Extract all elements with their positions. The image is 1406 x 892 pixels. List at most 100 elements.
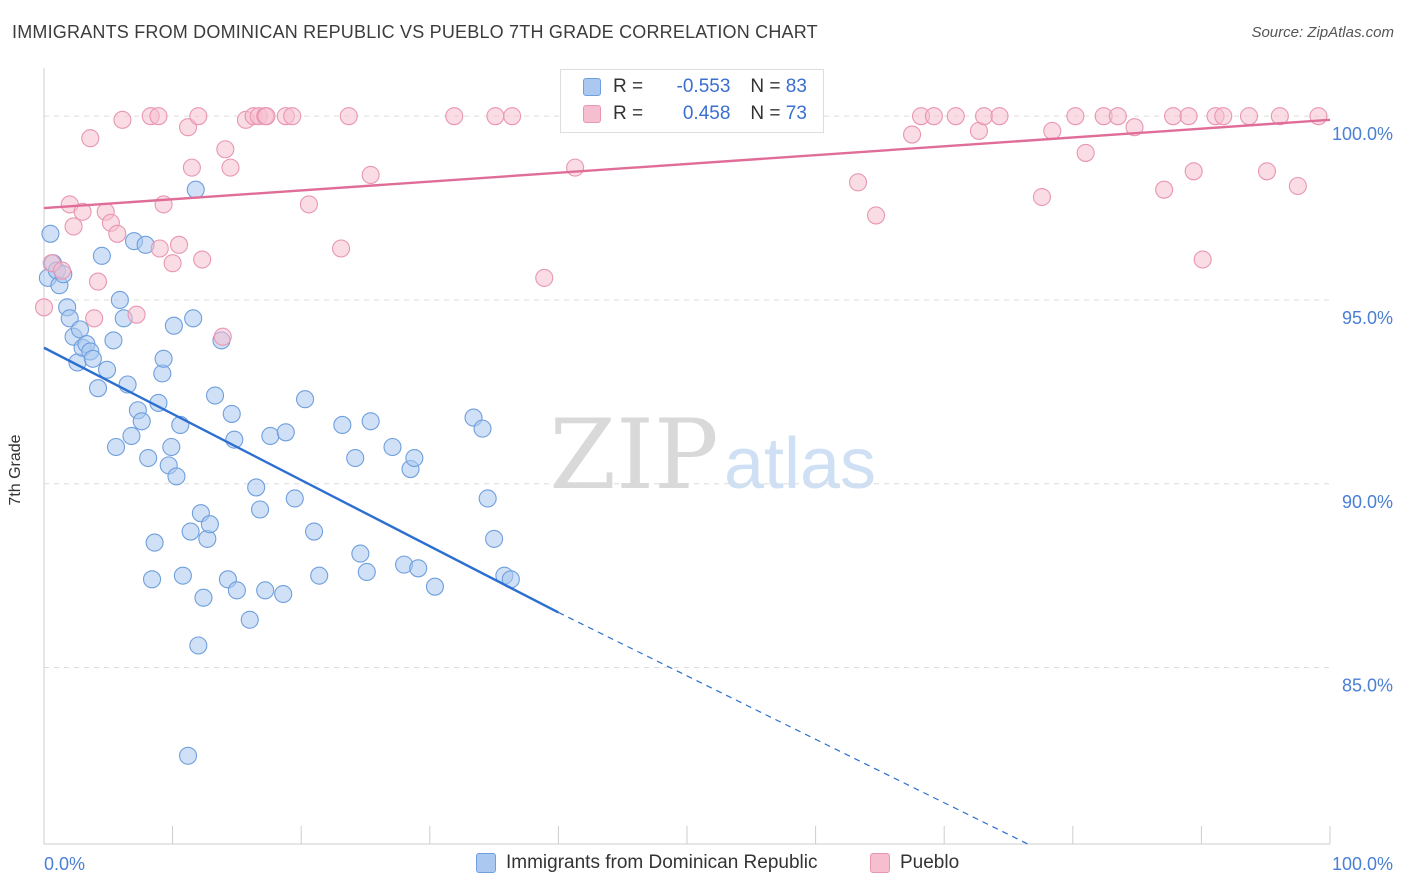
dominican-point xyxy=(310,566,329,585)
dominican-point xyxy=(41,224,60,243)
dominican-point xyxy=(104,331,123,350)
r-value: -0.553 xyxy=(676,76,731,97)
dominican-point xyxy=(478,489,497,508)
pueblo-point xyxy=(1184,162,1203,181)
pueblo-point xyxy=(52,261,72,280)
dominican-point xyxy=(110,290,129,310)
pueblo-point xyxy=(213,327,232,346)
pueblo-point xyxy=(1214,107,1233,126)
dominican-point xyxy=(145,533,164,552)
pueblo-point xyxy=(163,254,182,273)
pueblo-point xyxy=(88,272,108,291)
pueblo-point xyxy=(1270,107,1289,126)
dominican-point xyxy=(346,448,365,468)
pueblo-point xyxy=(182,158,201,177)
pueblo-point xyxy=(848,173,868,192)
stats-row-pink: R = 0.458 N = 73 xyxy=(583,101,807,127)
x-tick-label: 100.0% xyxy=(1332,854,1393,874)
pueblo-point xyxy=(216,140,235,159)
pueblo-point xyxy=(73,202,92,221)
pueblo-point xyxy=(1076,143,1095,162)
dominican-point xyxy=(60,309,79,328)
dominican-point xyxy=(305,522,324,541)
dominican-point xyxy=(261,426,280,446)
dominican-point xyxy=(473,419,492,438)
dominican-point xyxy=(227,581,246,600)
pueblo-point xyxy=(332,239,351,258)
pueblo-point xyxy=(299,195,318,214)
pink-swatch xyxy=(583,105,601,123)
dominican-point xyxy=(205,386,225,405)
stats-legend: R = -0.553 N = 83 R = 0.458 N = 73 xyxy=(560,69,824,133)
pueblo-point xyxy=(1125,118,1144,137)
source-label: Source: ZipAtlas.com xyxy=(1251,24,1394,41)
pueblo-point xyxy=(1032,187,1051,207)
pueblo-point xyxy=(990,107,1009,126)
dominican-point xyxy=(250,500,270,519)
blue-trend-line xyxy=(43,346,559,614)
dominican-point xyxy=(274,584,293,604)
dominican-point xyxy=(485,529,504,548)
pueblo-point xyxy=(975,107,994,126)
pink-swatch xyxy=(870,853,890,873)
dominican-point xyxy=(162,437,181,457)
series-legend: Immigrants from Dominican Republic Puebl… xyxy=(0,852,1406,878)
dominican-point xyxy=(178,746,198,765)
n-label: N = xyxy=(750,76,781,97)
dominican-point xyxy=(106,437,126,457)
dominican-point xyxy=(247,478,266,497)
y-tick-label: 90.0% xyxy=(1342,492,1393,512)
dominican-point xyxy=(409,559,428,578)
pueblo-point xyxy=(1043,121,1062,140)
blue-swatch xyxy=(583,78,601,96)
watermark-zip: ZIP xyxy=(549,399,718,511)
pueblo-point xyxy=(1288,176,1307,196)
pueblo-point xyxy=(1108,107,1127,126)
pueblo-point xyxy=(486,107,505,126)
pueblo-point xyxy=(503,107,522,126)
r-label: R = xyxy=(613,76,644,97)
pueblo-point xyxy=(566,158,585,177)
watermark-atlas: atlas xyxy=(724,424,876,504)
pueblo-point xyxy=(221,158,240,177)
r-label: R = xyxy=(613,103,644,124)
dominican-point xyxy=(198,529,217,548)
chart-title: IMMIGRANTS FROM DOMINICAN REPUBLIC VS PU… xyxy=(12,22,818,42)
dominican-point xyxy=(240,610,259,629)
dominican-point xyxy=(132,412,151,431)
dominican-point xyxy=(97,360,117,379)
legend-item-pueblo[interactable]: Pueblo xyxy=(870,852,959,874)
pueblo-point xyxy=(169,235,189,254)
dominican-point xyxy=(333,415,352,434)
pueblo-point xyxy=(283,107,302,126)
pueblo-point xyxy=(178,118,198,137)
dominican-point xyxy=(186,180,205,199)
dominican-point xyxy=(276,423,295,442)
pueblo-point xyxy=(339,107,358,126)
dominican-point xyxy=(122,426,141,446)
dominican-point xyxy=(351,544,370,563)
dominican-point xyxy=(181,522,200,541)
pueblo-point xyxy=(257,107,276,126)
dominican-point xyxy=(88,379,108,398)
dominican-point xyxy=(92,246,111,265)
n-value: 83 xyxy=(785,76,807,97)
y-tick-label: 100.0% xyxy=(1332,124,1393,144)
pueblo-point xyxy=(1066,107,1085,126)
dominican-point xyxy=(357,562,376,582)
legend-item-dominican[interactable]: Immigrants from Dominican Republic xyxy=(476,852,818,874)
dominican-point xyxy=(296,390,315,409)
dominican-point xyxy=(167,467,186,486)
legend-label: Immigrants from Dominican Republic xyxy=(506,852,818,873)
dominican-point xyxy=(256,581,275,600)
dominican-point xyxy=(194,588,213,607)
pueblo-point xyxy=(189,107,208,126)
pueblo-point xyxy=(946,107,965,126)
dominican-point xyxy=(139,448,158,468)
r-value: 0.458 xyxy=(682,103,731,124)
pueblo-point xyxy=(445,107,464,126)
pueblo-point xyxy=(149,107,168,126)
pueblo-point xyxy=(535,268,554,287)
pueblo-point xyxy=(1257,162,1277,181)
